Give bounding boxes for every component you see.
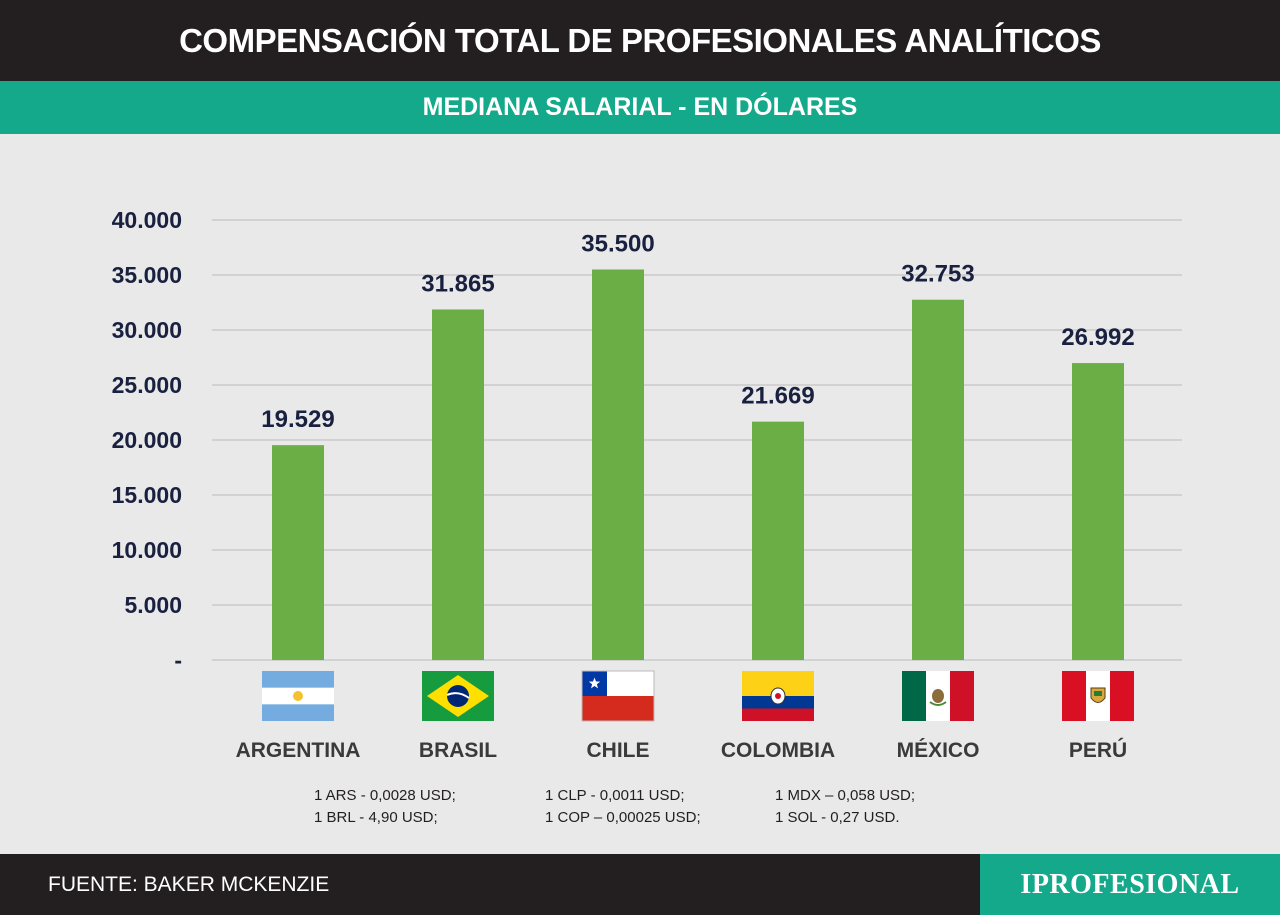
exchange-note-col-2: 1 CLP - 0,0011 USD; 1 COP – 0,00025 USD; bbox=[545, 785, 701, 829]
mexico-flag-icon bbox=[902, 671, 974, 721]
y-tick-label: 40.000 bbox=[112, 207, 182, 233]
y-tick-label: 25.000 bbox=[112, 372, 182, 398]
bar-4 bbox=[912, 299, 964, 660]
value-label: 19.529 bbox=[261, 406, 334, 433]
category-label: MÉXICO bbox=[897, 739, 980, 762]
category-label: BRASIL bbox=[419, 739, 497, 762]
category-label: PERÚ bbox=[1069, 738, 1127, 762]
subtitle-bar: MEDIANA SALARIAL - EN DÓLARES bbox=[0, 81, 1280, 134]
y-tick-label: 35.000 bbox=[112, 262, 182, 288]
exchange-note-col-1: 1 ARS - 0,0028 USD; 1 BRL - 4,90 USD; bbox=[314, 785, 456, 829]
logo-text: IPROFESIONAL bbox=[1020, 868, 1240, 900]
value-label: 31.865 bbox=[421, 270, 494, 297]
peru-flag-icon bbox=[1062, 671, 1134, 721]
value-label: 26.992 bbox=[1061, 324, 1134, 351]
value-label: 32.753 bbox=[901, 261, 974, 288]
exchange-note-cop: 1 COP – 0,00025 USD; bbox=[545, 809, 701, 826]
brazil-flag-icon bbox=[422, 671, 494, 721]
source-text: FUENTE: BAKER MCKENZIE bbox=[48, 872, 330, 896]
colombia-flag-icon bbox=[742, 671, 814, 721]
y-tick-label: 20.000 bbox=[112, 427, 182, 453]
exchange-note-col-3: 1 MDX – 0,058 USD; 1 SOL - 0,27 USD. bbox=[775, 785, 915, 829]
bar-2 bbox=[592, 269, 644, 660]
bar-3 bbox=[752, 421, 804, 660]
chart-subtitle: MEDIANA SALARIAL - EN DÓLARES bbox=[422, 93, 858, 121]
bar-0 bbox=[272, 445, 324, 660]
category-label: COLOMBIA bbox=[721, 739, 835, 762]
exchange-note-mdx: 1 MDX – 0,058 USD; bbox=[775, 787, 916, 804]
chart-title: COMPENSACIÓN TOTAL DE PROFESIONALES ANAL… bbox=[179, 21, 1101, 59]
bar-chart: - 5.000 10.000 15.000 20.000 25.000 30.000 35.0… bbox=[112, 207, 1182, 762]
y-tick-label: 5.000 bbox=[124, 592, 182, 618]
exchange-note-sol: 1 SOL - 0,27 USD. bbox=[775, 809, 900, 826]
y-tick-label: 10.000 bbox=[112, 537, 182, 563]
exchange-note-brl: 1 BRL - 4,90 USD; bbox=[314, 809, 438, 826]
bar-5 bbox=[1072, 363, 1124, 660]
bar-1 bbox=[432, 309, 484, 660]
exchange-note-clp: 1 CLP - 0,0011 USD; bbox=[545, 787, 685, 804]
argentina-flag-icon bbox=[262, 671, 334, 721]
title-bar: COMPENSACIÓN TOTAL DE PROFESIONALES ANAL… bbox=[0, 0, 1280, 81]
value-label: 35.500 bbox=[581, 231, 654, 258]
y-tick-label: 15.000 bbox=[112, 482, 182, 508]
chile-flag-icon bbox=[581, 670, 655, 722]
y-tick-label: 30.000 bbox=[112, 317, 182, 343]
category-label: CHILE bbox=[587, 739, 650, 762]
iprofesional-logo: IPROFESIONAL bbox=[980, 854, 1280, 915]
value-label: 21.669 bbox=[741, 383, 814, 410]
y-tick-label: - bbox=[174, 647, 182, 673]
exchange-note-ars: 1 ARS - 0,0028 USD; bbox=[314, 787, 456, 804]
footer: FUENTE: BAKER MCKENZIE IPROFESIONAL bbox=[0, 854, 1280, 915]
category-label: ARGENTINA bbox=[236, 739, 361, 762]
